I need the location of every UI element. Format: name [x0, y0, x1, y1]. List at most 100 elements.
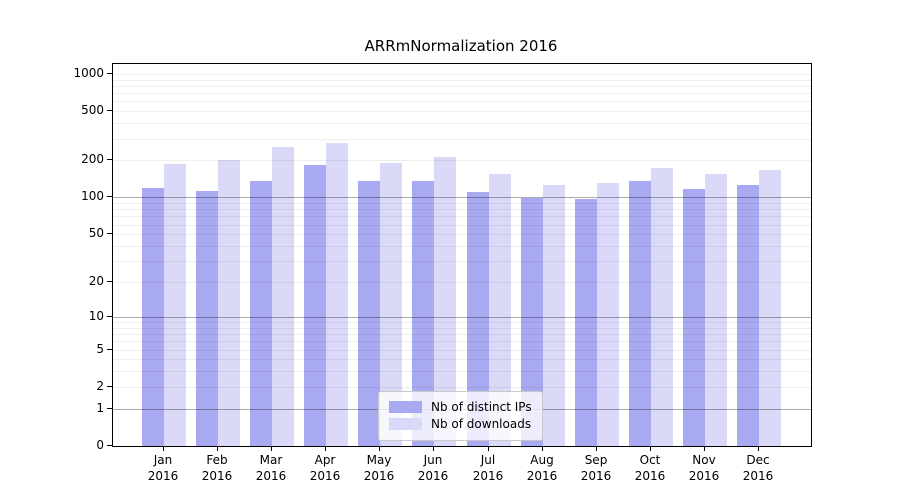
bar-downloads [488, 174, 511, 446]
gridline [113, 216, 811, 217]
bar-distinct-ips [412, 181, 435, 446]
bar-distinct-ips [142, 187, 164, 446]
bar-downloads [218, 160, 241, 446]
y-tick-mark [107, 408, 112, 409]
gridline [113, 123, 811, 124]
chart-title: ARRmNormalization 2016 [364, 37, 558, 55]
bar-downloads [434, 156, 457, 446]
bar-distinct-ips [196, 190, 219, 446]
y-tick-label: 100 [81, 189, 104, 203]
gridline [113, 282, 811, 283]
y-tick-label: 500 [81, 103, 104, 117]
gridline [113, 334, 811, 335]
y-tick-label: 50 [88, 226, 104, 240]
gridline [113, 86, 811, 87]
x-tick-label: Jul 2016 [472, 453, 504, 483]
y-tick-mark [107, 110, 112, 111]
gridline [113, 209, 811, 210]
y-tick-mark [107, 316, 112, 317]
x-tick-label: Nov 2016 [688, 453, 720, 483]
bar-distinct-ips [628, 181, 651, 446]
bar-downloads [704, 173, 727, 446]
gridline [113, 328, 811, 329]
x-tick-mark [650, 446, 651, 451]
x-tick-label: Apr 2016 [309, 453, 341, 483]
bar-downloads [326, 142, 349, 446]
x-tick-label: Feb 2016 [201, 453, 233, 483]
x-tick-mark [542, 446, 543, 451]
gridline [113, 234, 811, 235]
gridline [113, 341, 811, 342]
bar-distinct-ips [736, 184, 759, 446]
y-tick-mark [107, 196, 112, 197]
gridlines-layer [113, 64, 811, 446]
bar-downloads [380, 162, 403, 446]
y-tick-mark [107, 349, 112, 350]
gridline [113, 359, 811, 360]
gridline [113, 225, 811, 226]
x-tick-label: Jun 2016 [417, 453, 449, 483]
bar-downloads [596, 183, 619, 446]
x-tick-mark [758, 446, 759, 451]
y-tick-label: 20 [88, 274, 104, 288]
gridline [113, 371, 811, 372]
y-tick-label: 200 [81, 152, 104, 166]
x-tick-label: Mar 2016 [255, 453, 287, 483]
legend-row-downloads: Nb of downloads [389, 416, 532, 432]
x-tick-mark [271, 446, 272, 451]
bar-downloads [542, 185, 565, 446]
x-tick-mark [596, 446, 597, 451]
y-tick-label: 0 [96, 438, 104, 452]
y-tick-label: 2 [96, 379, 104, 393]
bar-downloads [758, 169, 781, 446]
gridline [113, 139, 811, 140]
gridline [113, 203, 811, 204]
gridline [113, 322, 811, 323]
gridline [113, 80, 811, 81]
x-tick-label: May 2016 [363, 453, 395, 483]
legend-label-downloads: Nb of downloads [431, 417, 532, 431]
gridline [113, 74, 811, 75]
y-tick-mark [107, 73, 112, 74]
x-tick-label: Oct 2016 [634, 453, 666, 483]
gridline [113, 111, 811, 112]
x-tick-label: Jan 2016 [147, 453, 179, 483]
x-tick-mark [325, 446, 326, 451]
y-tick-label: 5 [96, 342, 104, 356]
x-tick-mark [379, 446, 380, 451]
y-tick-mark [107, 233, 112, 234]
y-tick-mark [107, 281, 112, 282]
bar-downloads [164, 164, 186, 446]
gridline [113, 160, 811, 161]
legend-swatch-downloads [389, 418, 422, 430]
plot-area [112, 63, 812, 447]
x-tick-mark [163, 446, 164, 451]
bar-distinct-ips [304, 164, 327, 446]
gridline [113, 246, 811, 247]
y-tick-label: 1000 [73, 66, 104, 80]
y-tick-label: 1 [96, 401, 104, 415]
bar-distinct-ips [466, 192, 489, 446]
x-tick-label: Aug 2016 [526, 453, 558, 483]
gridline [113, 387, 811, 388]
legend-label-distinct-ips: Nb of distinct IPs [431, 400, 532, 414]
gridline [113, 350, 811, 351]
x-tick-mark [488, 446, 489, 451]
gridline [113, 93, 811, 94]
y-tick-label: 10 [88, 309, 104, 323]
x-tick-mark [217, 446, 218, 451]
y-tick-mark [107, 386, 112, 387]
gridline [113, 101, 811, 102]
gridline [113, 261, 811, 262]
x-tick-label: Dec 2016 [742, 453, 774, 483]
bar-distinct-ips [682, 188, 705, 446]
y-tick-mark [107, 445, 112, 446]
bar-distinct-ips [358, 181, 381, 446]
x-tick-mark [433, 446, 434, 451]
bars-layer [113, 64, 811, 446]
x-tick-label: Sep 2016 [580, 453, 612, 483]
bar-distinct-ips [574, 199, 597, 446]
legend: Nb of distinct IPs Nb of downloads [378, 391, 543, 441]
legend-row-distinct-ips: Nb of distinct IPs [389, 399, 532, 415]
